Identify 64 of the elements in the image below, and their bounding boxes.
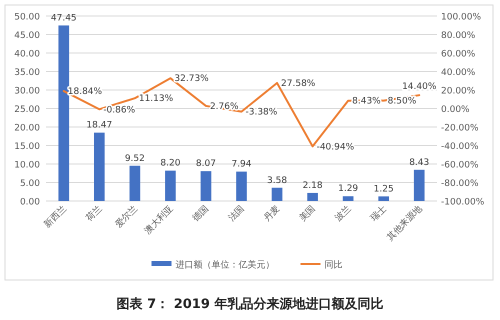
x-tick-label: 德国 xyxy=(190,203,212,224)
data-label: -0.86% xyxy=(103,105,136,116)
y2-tick-label: -20.00% xyxy=(441,124,480,134)
y-tick-label: 45.00 xyxy=(14,31,40,41)
data-label: 11.13% xyxy=(138,94,174,104)
data-label: 47.45 xyxy=(50,13,77,24)
y-tick-label: 15.00 xyxy=(14,142,40,152)
legend-label: 进口额（单位：亿美元） xyxy=(176,260,274,270)
data-label: -3.38% xyxy=(246,108,278,118)
data-label: 1.29 xyxy=(338,184,358,194)
data-label: 32.73% xyxy=(174,74,210,84)
bar xyxy=(58,25,70,201)
data-label: 8.07 xyxy=(196,159,216,170)
x-tick-label: 法国 xyxy=(226,203,247,224)
data-label: 1.25 xyxy=(374,184,394,194)
x-tick-label: 新西兰 xyxy=(42,203,69,230)
data-label: 8.50% xyxy=(388,96,417,107)
data-label: 2.18 xyxy=(302,180,323,191)
x-tick-label: 丹麦 xyxy=(262,203,282,224)
bar xyxy=(94,132,105,201)
y2-tick-label: 40.00% xyxy=(441,68,476,78)
x-tick-label: 波兰 xyxy=(332,203,354,224)
y-tick-label: 20.00 xyxy=(14,124,40,134)
bar xyxy=(165,170,176,201)
y2-tick-label: -80.00% xyxy=(441,179,480,189)
bar xyxy=(307,192,318,201)
y-tick-label: 30.00 xyxy=(14,86,40,96)
y-tick-label: 5.00 xyxy=(20,179,40,189)
bar xyxy=(414,170,425,201)
y2-tick-label: -100.00% xyxy=(441,198,485,208)
data-label: 14.40% xyxy=(402,82,437,92)
x-tick-label: 爱尔兰 xyxy=(113,203,140,230)
bar xyxy=(272,188,282,201)
bar xyxy=(130,166,140,201)
y-tick-label: 25.00 xyxy=(14,105,40,115)
bar xyxy=(236,172,247,201)
y2-tick-label: 20.00% xyxy=(441,86,476,96)
data-label: 3.58 xyxy=(267,176,288,186)
legend-label: 同比 xyxy=(324,260,342,270)
y2-tick-label: 80.00% xyxy=(441,31,476,41)
bar xyxy=(342,196,354,201)
y-tick-label: 35.00 xyxy=(14,68,40,78)
y-tick-label: 0.00 xyxy=(20,198,40,208)
data-label: 8.43 xyxy=(409,158,430,168)
y-tick-label: 50.00 xyxy=(14,12,40,22)
y2-tick-label: -60.00% xyxy=(441,160,480,170)
bar xyxy=(200,171,212,201)
bar xyxy=(378,196,390,201)
data-label: 27.58% xyxy=(281,78,316,89)
data-label: 7.94 xyxy=(231,160,252,170)
y2-tick-label: 0.00% xyxy=(441,105,470,115)
data-label: 18.47 xyxy=(86,120,112,131)
data-label: -40.94% xyxy=(316,142,355,152)
y2-tick-label: -40.00% xyxy=(441,142,480,152)
text: 图表 7： 2019 年乳品分来源地进口额及同比 xyxy=(116,296,384,312)
x-tick-label: 荷兰 xyxy=(84,203,104,224)
y2-tick-label: 100.00% xyxy=(441,12,482,22)
x-tick-label: 美国 xyxy=(297,203,318,224)
x-tick-label: 澳大利亚 xyxy=(142,203,176,237)
data-label: 9.52 xyxy=(124,154,145,164)
y2-tick-label: 60.00% xyxy=(441,50,476,60)
y-tick-label: 10.00 xyxy=(14,160,40,170)
data-label: 8.20 xyxy=(160,158,181,169)
y-tick-label: 40.00 xyxy=(14,50,40,60)
